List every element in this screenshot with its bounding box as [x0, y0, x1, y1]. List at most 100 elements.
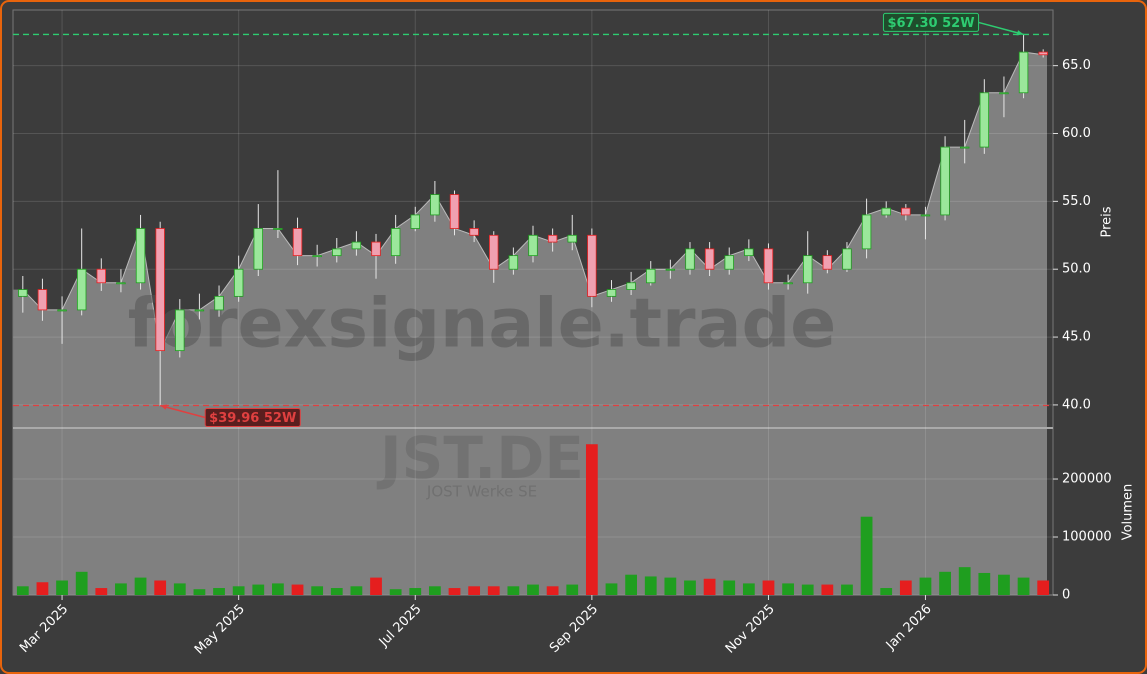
candle-body — [587, 234, 597, 297]
y-tick-label: 65.0 — [1062, 58, 1091, 73]
y-tick-label: 50.0 — [1062, 262, 1091, 277]
candle-body — [547, 234, 558, 243]
volume-bar — [311, 586, 324, 595]
extreme-label: $67.30 52W — [887, 16, 974, 31]
volume-bar — [625, 574, 637, 595]
candle-body — [351, 241, 362, 250]
volume-bar — [350, 586, 363, 595]
candle-body — [940, 146, 950, 216]
volume-bar — [742, 583, 755, 595]
arrow-head — [160, 404, 168, 410]
volume-bar — [998, 574, 1010, 595]
candle-body — [116, 282, 126, 285]
volume-bar — [448, 588, 461, 595]
y-tick-label: 45.0 — [1062, 330, 1091, 345]
candle-body — [273, 228, 283, 230]
volume-bar — [703, 578, 716, 595]
candle-body — [1018, 51, 1029, 94]
volume-bar — [664, 577, 677, 595]
volume-bar — [16, 586, 29, 595]
volume-bar — [644, 576, 657, 595]
candle-body — [57, 309, 67, 312]
volume-bar — [115, 583, 127, 595]
volume-bar — [546, 586, 559, 595]
volume-bar — [919, 577, 932, 595]
volume-bar — [173, 583, 186, 595]
volume-tick-label: 0 — [1062, 588, 1070, 603]
volume-bar — [801, 584, 814, 595]
price-area — [13, 52, 1047, 596]
candle-body — [744, 248, 754, 257]
candle-body — [783, 282, 793, 285]
candle-body — [685, 248, 695, 270]
candle-body — [999, 92, 1009, 95]
candle-body — [508, 255, 519, 270]
candle-body — [763, 248, 774, 284]
candle-body — [1038, 51, 1048, 56]
volume-bar — [1017, 577, 1030, 595]
candle-body — [979, 92, 990, 148]
y-tick-label: 60.0 — [1062, 126, 1091, 141]
candle-body — [959, 146, 970, 149]
volume-bar — [56, 580, 68, 595]
volume-bar — [429, 586, 441, 595]
candle-body — [567, 234, 577, 243]
arrow-head — [1016, 30, 1024, 36]
volume-bar — [468, 586, 481, 595]
volume-bar — [409, 588, 422, 595]
candle-body — [724, 255, 734, 270]
candle-body — [312, 255, 322, 258]
candle-body — [822, 255, 833, 270]
extreme-label: $39.96 52W — [209, 411, 296, 426]
volume-bar — [566, 584, 579, 595]
volume-tick-label: 200000 — [1062, 472, 1112, 487]
candle-body — [842, 248, 852, 270]
volume-bar — [330, 588, 343, 595]
candle-body — [371, 241, 381, 257]
candle-body — [920, 214, 931, 217]
extreme-arrow — [978, 21, 1024, 36]
candle-body — [410, 214, 420, 229]
volume-bar — [507, 586, 520, 595]
volume-bar — [841, 584, 853, 595]
candle-body — [390, 228, 401, 257]
volume-bar — [232, 586, 245, 595]
candle-body — [803, 255, 813, 284]
volume-bar — [1037, 580, 1050, 595]
candle-body — [18, 289, 28, 297]
candle-body — [665, 268, 676, 271]
volume-bar — [272, 583, 284, 595]
candle-body — [704, 248, 715, 270]
candle-body — [606, 289, 617, 297]
candle-body — [194, 309, 205, 312]
candle-body — [901, 207, 911, 216]
volume-bar — [389, 589, 402, 595]
volume-axis-label: Volumen — [1121, 484, 1136, 541]
volume-bar — [585, 444, 598, 595]
volume-bar — [213, 588, 225, 595]
volume-bar — [939, 571, 951, 595]
volume-bar — [958, 567, 971, 595]
volume-bar — [782, 583, 794, 595]
candle-body — [253, 228, 263, 270]
volume-bar — [36, 582, 49, 595]
company-watermark: JOST Werke SE — [426, 483, 537, 501]
candle-body — [646, 268, 656, 284]
candle-body — [626, 282, 636, 290]
volume-bar — [487, 586, 500, 595]
volume-bar — [193, 589, 206, 595]
candle-body — [76, 268, 87, 311]
candle-body — [135, 228, 146, 284]
volume-bar — [605, 583, 618, 595]
candle-body — [528, 234, 538, 257]
volume-bar — [154, 580, 167, 595]
y-axis-label: Preis — [1100, 206, 1115, 237]
volume-tick-label: 100000 — [1062, 530, 1112, 545]
volume-bar — [370, 577, 382, 595]
candle-body — [332, 248, 342, 257]
candle-body — [292, 228, 303, 257]
volume-bar — [75, 571, 88, 595]
candle-body — [233, 268, 244, 297]
